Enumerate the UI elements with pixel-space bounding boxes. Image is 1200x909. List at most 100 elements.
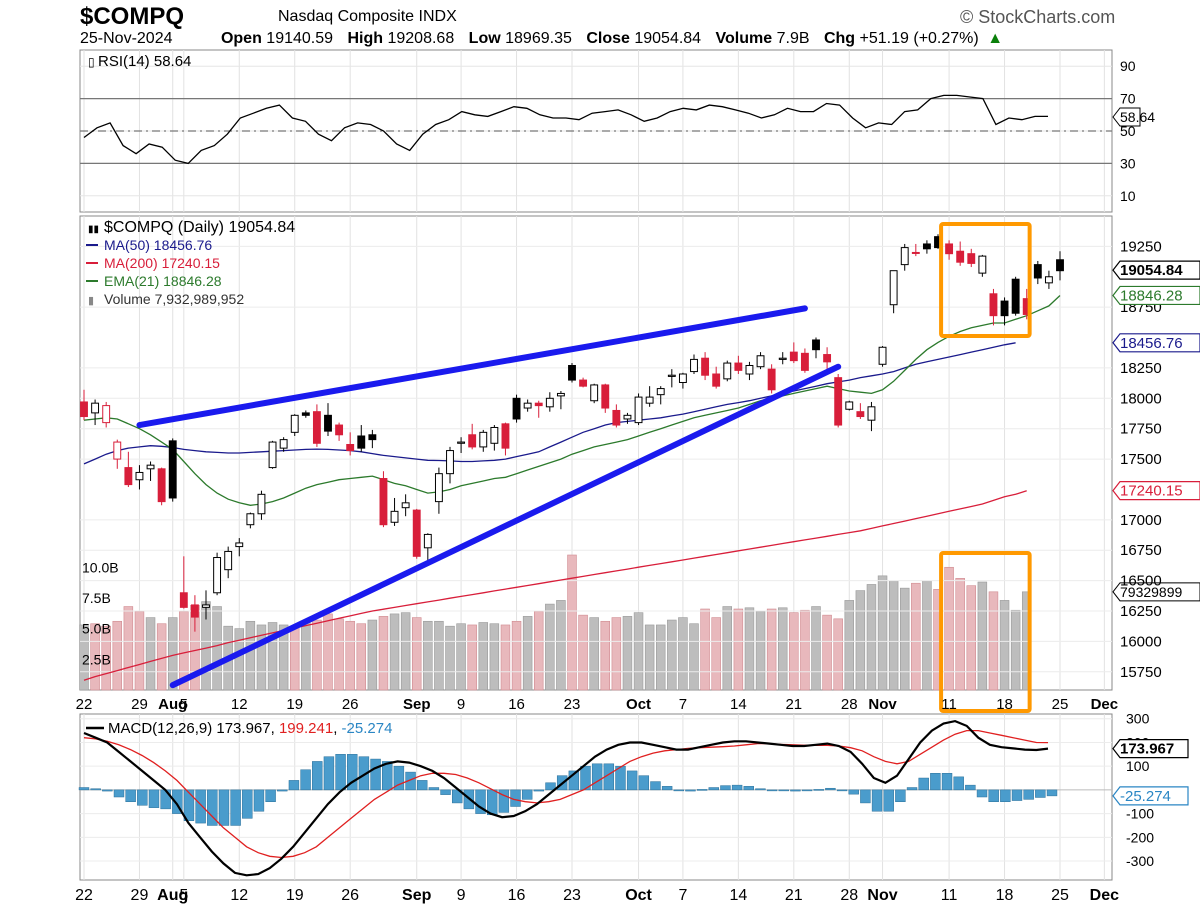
volume-bar bbox=[267, 622, 278, 691]
price-value-label: 17240.15 bbox=[1120, 483, 1183, 500]
macd-legend-part: , bbox=[271, 720, 279, 737]
price-candle bbox=[956, 241, 965, 266]
volume-bar bbox=[678, 617, 688, 691]
macd-tick-label: -300 bbox=[1126, 853, 1154, 869]
macd-histogram-bar bbox=[778, 789, 789, 792]
macd-histogram-bar bbox=[626, 770, 638, 791]
rsi-last-value: 58.64 bbox=[1120, 109, 1155, 125]
candle-body bbox=[523, 402, 532, 409]
candle-body bbox=[922, 243, 931, 250]
volume-bar bbox=[123, 606, 134, 691]
macd-histogram-bar bbox=[790, 789, 801, 792]
macd-legend: MACD(12,26,9) 173.967, 199.241, -25.274 bbox=[108, 720, 392, 737]
candle-body bbox=[745, 364, 754, 375]
rsi-legend: RSI(14) 58.64 bbox=[98, 53, 191, 70]
price-tick-label: 16500 bbox=[1120, 573, 1162, 590]
macd-histogram-bar bbox=[218, 789, 230, 826]
price-tick-label: 17500 bbox=[1120, 451, 1162, 468]
rsi-tick-label: 10 bbox=[1120, 188, 1136, 204]
volume-bar bbox=[722, 606, 733, 691]
macd-histogram-bar bbox=[382, 761, 393, 791]
price-candle bbox=[268, 440, 277, 469]
date-tick-label-bottom: Aug bbox=[157, 887, 188, 904]
macd-histogram-bar bbox=[428, 787, 440, 791]
candle-body bbox=[967, 253, 976, 264]
price-candle bbox=[1011, 276, 1020, 316]
price-candle bbox=[778, 352, 787, 365]
candle-body bbox=[845, 401, 854, 410]
candle-body bbox=[1000, 300, 1009, 317]
candle-body bbox=[767, 368, 776, 391]
rsi-legend-icon: ▯ bbox=[88, 55, 95, 69]
macd-histogram-bar bbox=[160, 789, 171, 810]
price-value-tag bbox=[1112, 285, 1200, 306]
brand-watermark[interactable]: © StockCharts.com bbox=[960, 7, 1116, 27]
volume-bar bbox=[899, 587, 910, 691]
volume-bar bbox=[744, 607, 755, 691]
price-candle bbox=[179, 556, 188, 609]
macd-histogram-bar bbox=[277, 789, 288, 792]
price-legend-entry: MA(200) 17240.15 bbox=[104, 255, 220, 271]
volume-bar bbox=[323, 613, 333, 691]
price-candle bbox=[91, 399, 100, 426]
macd-histogram-bar bbox=[918, 777, 929, 791]
price-candle bbox=[967, 248, 976, 268]
candle-body bbox=[1044, 276, 1053, 284]
macd-histogram-bar bbox=[988, 789, 999, 802]
price-candle bbox=[213, 552, 222, 596]
candle-body bbox=[235, 542, 244, 548]
price-candle bbox=[579, 377, 588, 388]
volume-bar bbox=[655, 624, 666, 691]
instrument-name: Nasdaq Composite INDX bbox=[278, 8, 457, 25]
candle-body bbox=[889, 270, 898, 306]
date-tick-label-bottom: 28 bbox=[840, 887, 858, 904]
date-tick-label-bottom: 21 bbox=[785, 887, 803, 904]
volume-bar bbox=[844, 600, 855, 691]
candle-body bbox=[368, 434, 377, 441]
macd-tick-label: -200 bbox=[1126, 829, 1154, 845]
volume-bar bbox=[467, 624, 477, 691]
volume-bar bbox=[445, 625, 455, 691]
price-tick-label: 17000 bbox=[1120, 512, 1162, 529]
macd-histogram-bar bbox=[860, 789, 871, 804]
high-value: 19208.68 bbox=[387, 30, 455, 47]
price-candle bbox=[324, 403, 332, 436]
price-legend-entry: EMA(21) 18846.28 bbox=[104, 273, 222, 289]
volume-legend-icon: ▮ bbox=[88, 295, 94, 307]
macd-histogram-bar bbox=[755, 788, 766, 791]
macd-histogram-bar bbox=[288, 780, 300, 791]
candle-body bbox=[634, 396, 643, 424]
chart-header: $COMPQ Nasdaq Composite INDX © StockChar… bbox=[0, 0, 1200, 50]
volume-bar bbox=[633, 612, 644, 691]
price-candle bbox=[312, 404, 321, 447]
volume-bar bbox=[301, 622, 311, 691]
price-candle bbox=[878, 346, 887, 367]
macd-value-tag bbox=[1112, 786, 1189, 806]
macd-histogram-bar bbox=[591, 763, 603, 791]
price-candle bbox=[368, 429, 377, 449]
candle-body bbox=[623, 414, 632, 420]
volume-bar bbox=[922, 580, 932, 691]
candle-body bbox=[124, 467, 133, 486]
candle-body bbox=[213, 557, 222, 594]
date-tick-label-bottom: 26 bbox=[341, 887, 359, 904]
macd-histogram-bar bbox=[1023, 789, 1034, 800]
volume-bar bbox=[156, 623, 167, 691]
candle-body bbox=[379, 478, 388, 526]
price-candle bbox=[290, 414, 299, 436]
macd-histogram-bar bbox=[743, 786, 754, 791]
volume-bar bbox=[977, 581, 988, 691]
macd-histogram-bar bbox=[883, 789, 894, 812]
candle-body bbox=[667, 374, 676, 377]
volume-bar bbox=[700, 608, 710, 691]
volume-bar bbox=[101, 625, 111, 691]
candle-body bbox=[202, 604, 210, 608]
macd-histogram-bar bbox=[405, 771, 416, 791]
macd-histogram-bar bbox=[1046, 789, 1058, 797]
date-tick-label-bottom: 14 bbox=[729, 887, 747, 904]
macd-histogram-bar bbox=[685, 789, 696, 792]
quote-date: 25-Nov-2024 bbox=[80, 30, 173, 47]
date-tick-label-bottom: Sep bbox=[402, 887, 432, 904]
volume-bar bbox=[833, 618, 843, 691]
macd-histogram-bar bbox=[417, 780, 428, 791]
